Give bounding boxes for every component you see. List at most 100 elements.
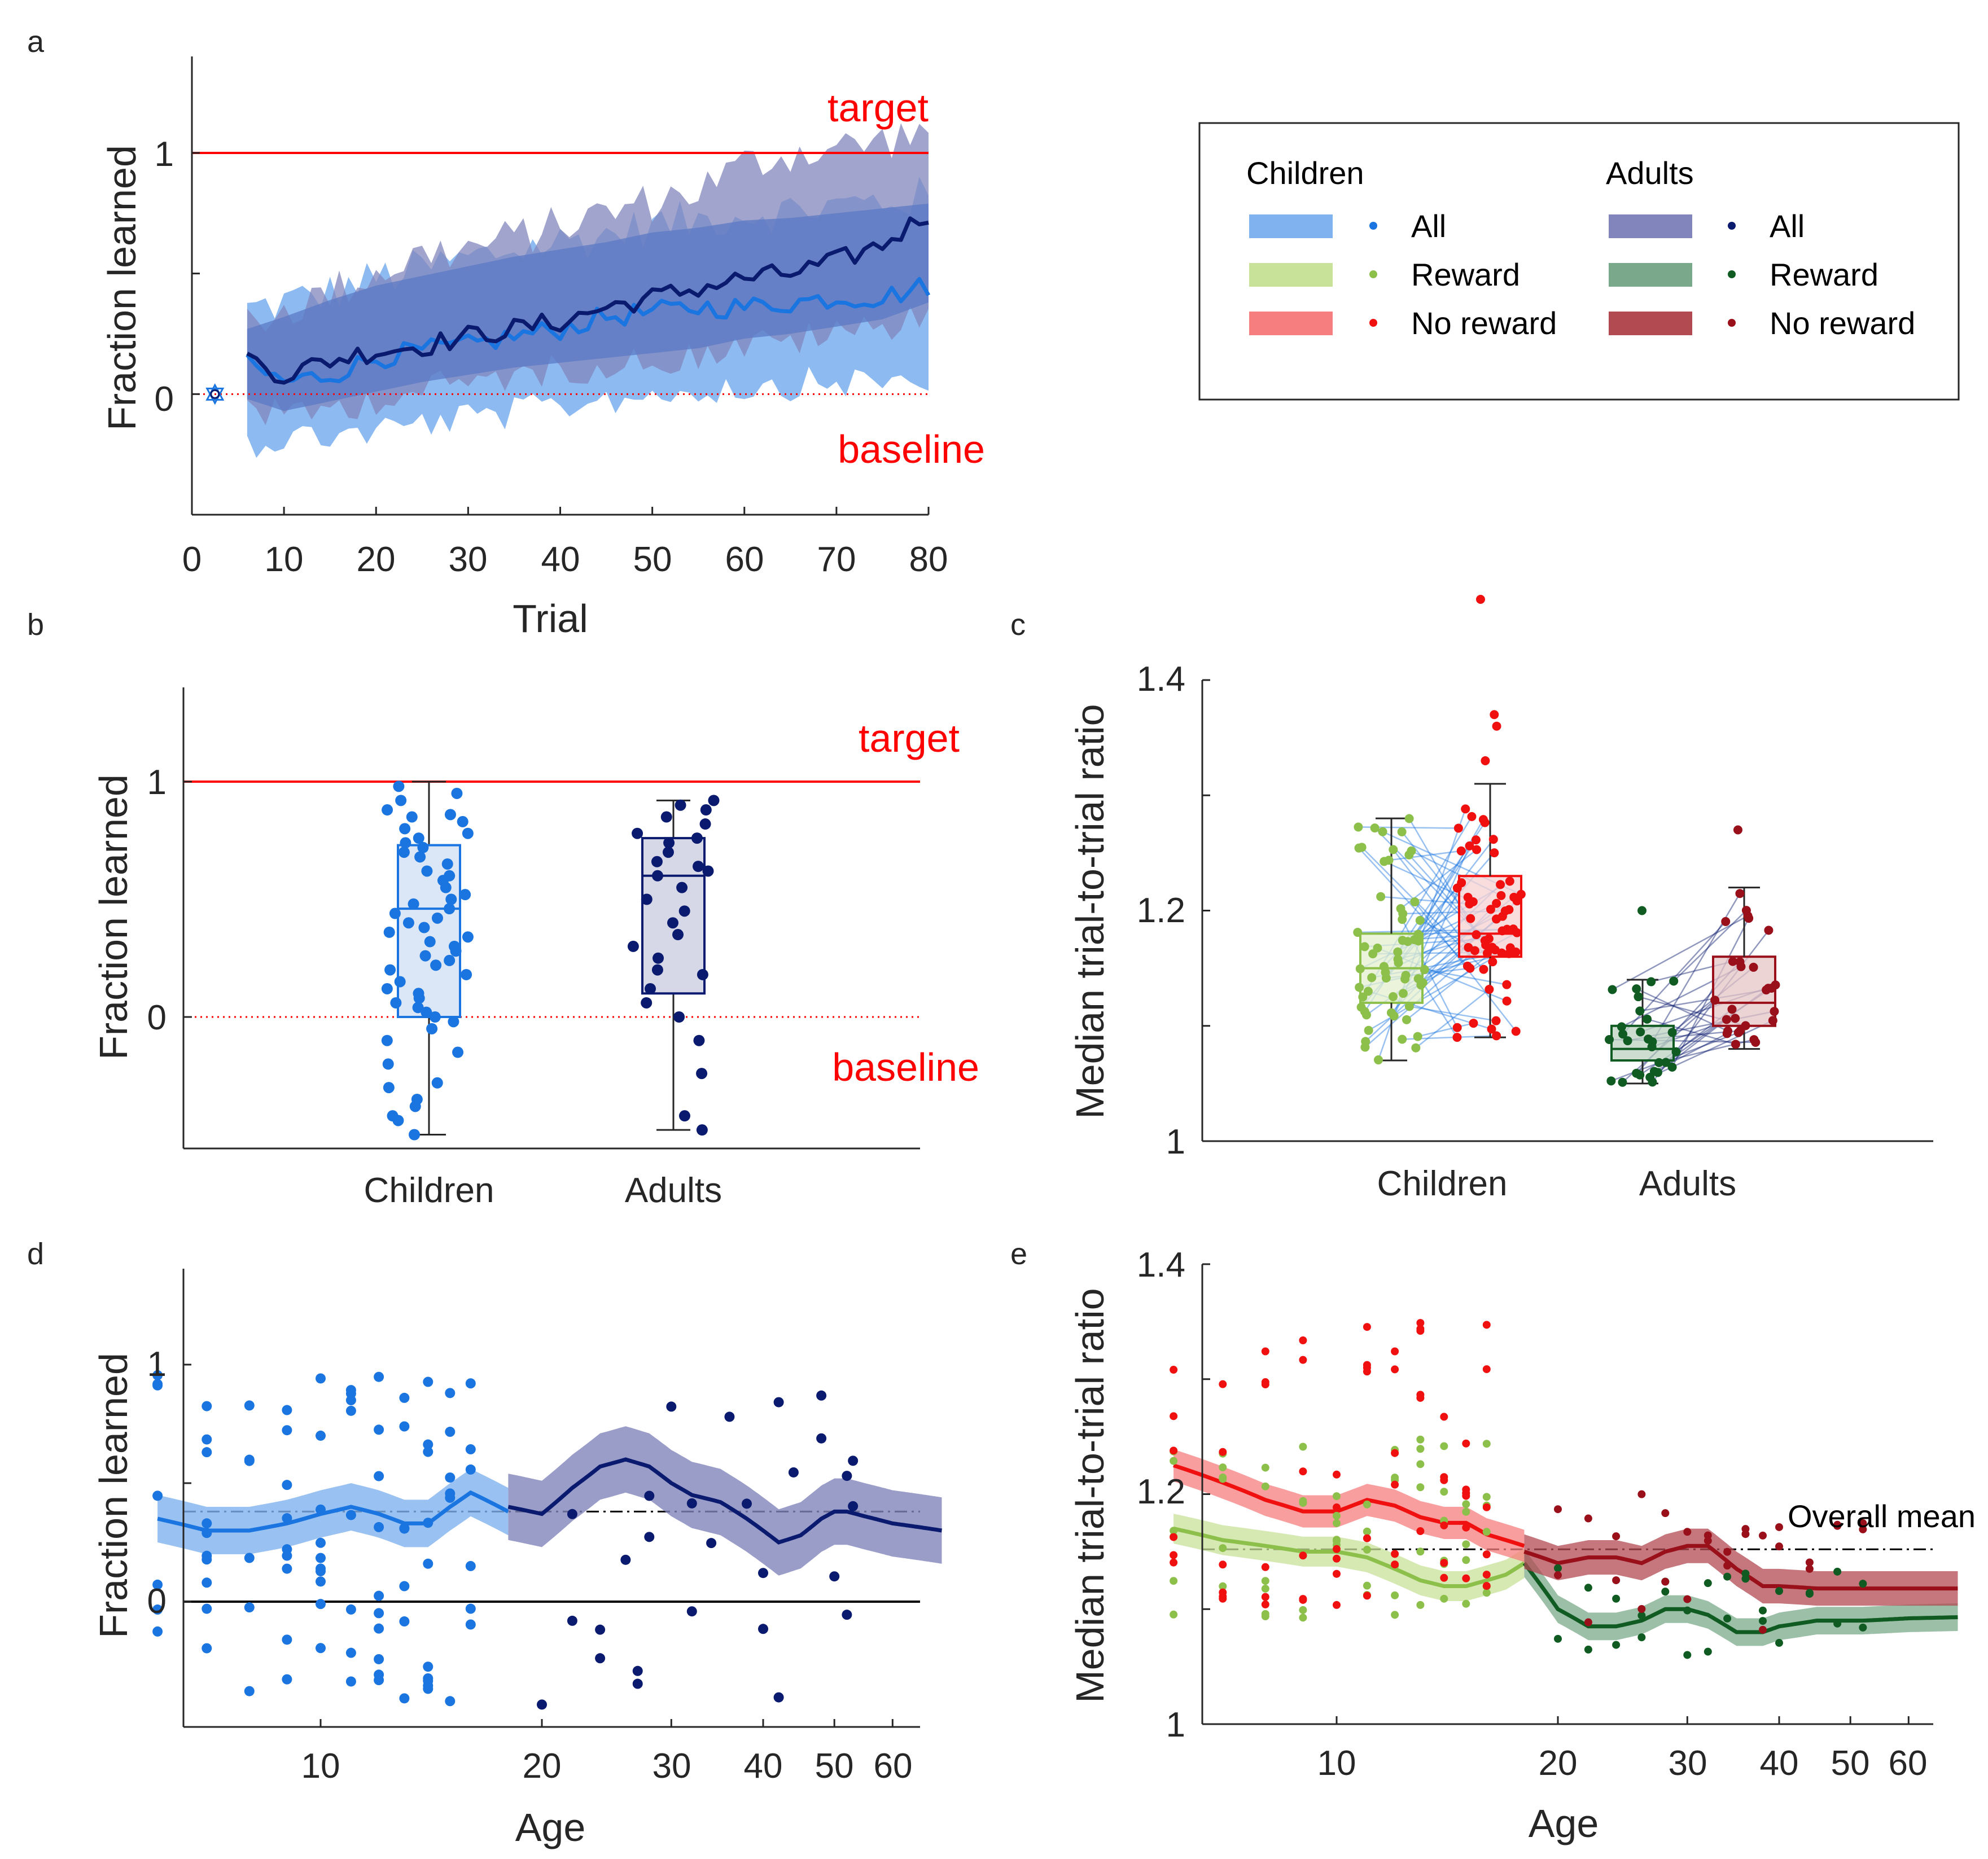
data-point-adults: [773, 1397, 784, 1408]
panel-a-xtick-20: 20: [357, 540, 396, 579]
panel-d-xtick-30: 30: [653, 1747, 691, 1786]
data-point-children: [345, 1405, 356, 1416]
data-point: [1485, 985, 1494, 994]
data-point-child-reward: [1363, 1500, 1371, 1509]
data-point: [1360, 942, 1369, 952]
data-point-child-noreward: [1440, 1413, 1448, 1421]
data-point: [424, 936, 436, 948]
data-point: [1643, 1014, 1652, 1024]
data-point: [1364, 1025, 1373, 1035]
data-point: [691, 832, 703, 844]
data-point: [662, 847, 674, 858]
data-point: [1735, 957, 1745, 967]
data-point-adult-reward: [1704, 1647, 1712, 1656]
data-point-children: [316, 1576, 326, 1587]
data-point: [1488, 957, 1497, 967]
data-point: [390, 997, 402, 1009]
data-point-child-reward: [1333, 1511, 1341, 1520]
legend-children-reward: Reward: [1411, 257, 1520, 292]
panel-e-overall-mean-label: Overall mean: [1788, 1498, 1976, 1534]
data-point: [381, 983, 393, 994]
data-point-children: [316, 1373, 326, 1384]
data-point-children: [152, 1604, 163, 1615]
panel-a-ytick-1: 1: [155, 135, 174, 174]
data-point-child-noreward: [1482, 1550, 1491, 1559]
band-overlap: [247, 203, 929, 411]
data-point: [1418, 978, 1427, 988]
data-point: [1452, 883, 1462, 893]
data-point: [1731, 1040, 1740, 1049]
legend-children-noreward: No reward: [1411, 305, 1557, 341]
data-point-adult-noreward: [1637, 1490, 1646, 1498]
data-point: [1373, 1055, 1383, 1065]
panel-a-xtick-60: 60: [725, 540, 764, 579]
data-point: [382, 1058, 394, 1070]
data-point-child-noreward: [1462, 1574, 1470, 1582]
panel-a-xtick-30: 30: [449, 540, 488, 579]
data-point-child-reward: [1482, 1440, 1491, 1448]
data-point: [417, 841, 429, 853]
data-point-child-noreward: [1299, 1595, 1307, 1604]
data-point-child-reward: [1261, 1463, 1269, 1472]
data-point-children: [316, 1563, 326, 1574]
data-point: [1500, 906, 1510, 916]
data-point: [1469, 1019, 1478, 1028]
data-point: [1636, 1027, 1645, 1037]
data-point-children: [202, 1577, 212, 1588]
data-point: [1623, 1036, 1632, 1046]
data-point-adult-noreward: [1584, 1618, 1592, 1626]
data-point: [641, 997, 653, 1009]
data-point-adult-reward: [1612, 1594, 1621, 1603]
mean-line-adults: [246, 216, 929, 385]
data-point: [1404, 850, 1414, 860]
data-point-adults: [644, 1532, 655, 1542]
data-point: [1771, 980, 1780, 990]
data-point: [1503, 924, 1512, 934]
panel-d-ytick-0: 0: [147, 1582, 167, 1621]
data-point: [1605, 1035, 1614, 1045]
data-point: [1608, 985, 1617, 994]
data-point: [1632, 984, 1641, 994]
data-point-adult-noreward: [1554, 1571, 1562, 1580]
data-point: [1496, 880, 1505, 889]
legend-swatch-dot: [1728, 270, 1736, 278]
data-point-adult-noreward: [1859, 1525, 1867, 1533]
data-point-children: [316, 1599, 326, 1610]
data-point-children: [316, 1504, 326, 1515]
data-point-child-reward: [1416, 1547, 1425, 1556]
data-point-children: [202, 1434, 212, 1445]
legend-swatches: [1249, 214, 1736, 335]
panel-b-y-label: Fraction learned: [91, 774, 135, 1060]
data-point: [384, 964, 396, 976]
data-point: [389, 907, 401, 919]
outlier-point: [1475, 595, 1485, 604]
data-point: [1394, 958, 1403, 967]
data-point-child-reward: [1482, 1528, 1491, 1536]
panel-a-plot: [192, 123, 931, 458]
data-point-child-noreward: [1219, 1448, 1227, 1456]
data-point: [1355, 964, 1365, 974]
data-point-adult-reward: [1584, 1584, 1592, 1592]
panel-d-xtick-60: 60: [874, 1747, 913, 1786]
panel-e-xtick-60: 60: [1889, 1744, 1928, 1783]
data-point-children: [244, 1454, 255, 1465]
data-point-adults: [816, 1390, 827, 1401]
data-point-children: [465, 1444, 476, 1455]
data-point: [462, 827, 474, 839]
data-point: [700, 804, 712, 816]
data-point-child-noreward: [1482, 1571, 1491, 1579]
data-point-children: [202, 1603, 212, 1614]
data-point: [413, 992, 425, 1004]
data-point: [693, 861, 704, 872]
data-point-child-noreward: [1462, 1485, 1470, 1494]
data-point-adult-noreward: [1859, 1519, 1867, 1527]
data-point-child-reward: [1299, 1614, 1307, 1622]
data-point-children: [423, 1558, 433, 1569]
data-point-child-noreward: [1333, 1569, 1341, 1578]
data-point-child-reward: [1299, 1497, 1307, 1505]
panel-letter-a: a: [27, 25, 45, 59]
data-point-adult-reward: [1554, 1564, 1562, 1572]
data-point: [696, 1124, 708, 1136]
data-point: [1478, 815, 1488, 825]
data-point: [450, 945, 462, 957]
